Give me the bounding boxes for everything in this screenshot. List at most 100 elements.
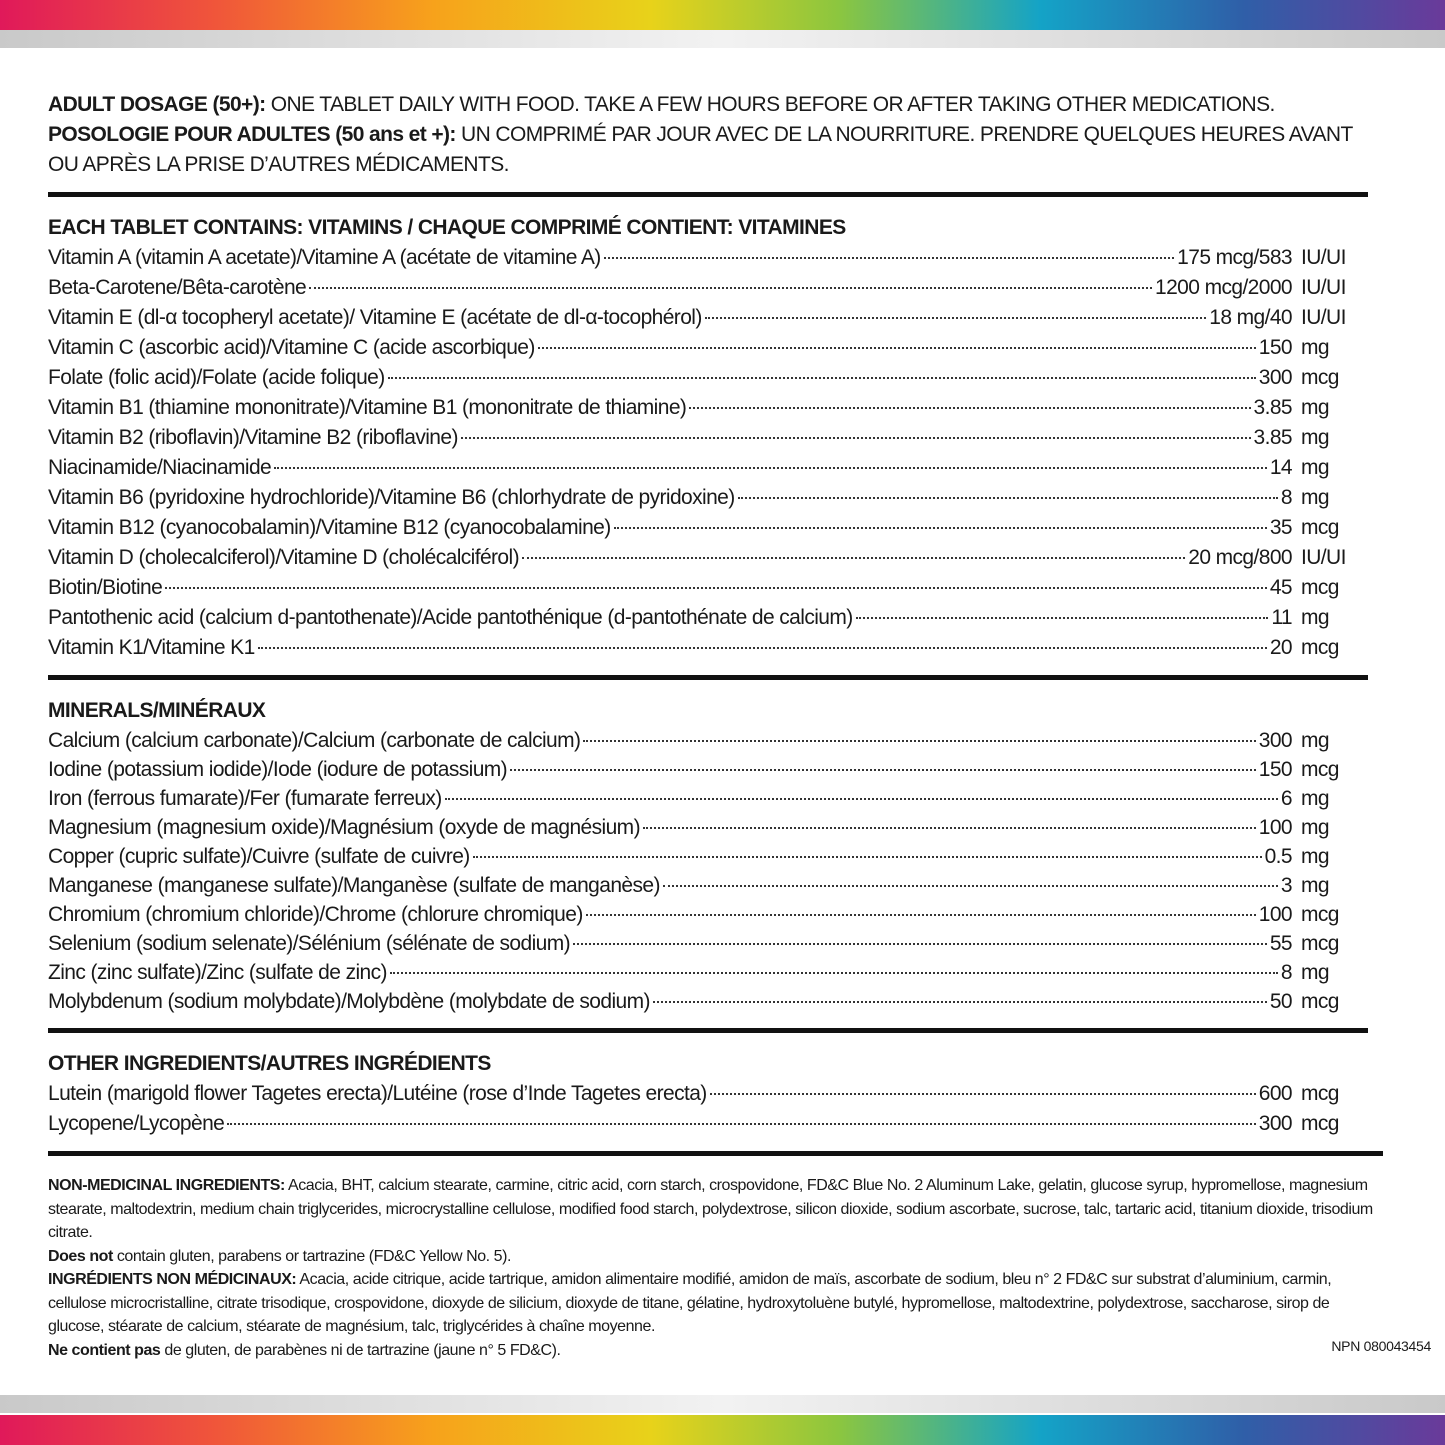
ingredient-unit: mcg: [1301, 1082, 1339, 1105]
npn: NPN 080043454: [1331, 1338, 1431, 1354]
dosage-label: POSOLOGIE POUR ADULTES (50 ans et +):: [48, 123, 456, 146]
ingredient-row: Vitamin E (dl-α tocopheryl acetate)/ Vit…: [48, 303, 1353, 333]
ingredient-name: Zinc (zinc sulfate)/Zinc (sulfate de zin…: [48, 961, 388, 984]
bottom-grey-band: [0, 1395, 1445, 1413]
paragraph-text: contain gluten, parabens or tartrazine (…: [112, 1247, 512, 1265]
ingredient-row: Vitamin B2 (riboflavin)/Vitamine B2 (rib…: [48, 423, 1353, 453]
ingredient-unit: mcg: [1301, 903, 1339, 926]
ingredient-amount: 300: [1258, 729, 1293, 752]
leader-dots: [460, 437, 1251, 439]
dosage-text: UN COMPRIMÉ PAR JOUR AVEC DE LA NOURRITU…: [48, 123, 1353, 176]
paragraph-lead: Does not: [48, 1247, 113, 1265]
ingredient-row: Zinc (zinc sulfate)/Zinc (sulfate de zin…: [48, 958, 1353, 987]
leader-dots: [652, 1001, 1267, 1003]
ingredient-name: Vitamin A (vitamin A acetate)/Vitamine A…: [48, 246, 601, 269]
ingredient-amount: 100: [1258, 816, 1293, 839]
ingredient-amount: 175 mcg/583: [1177, 246, 1292, 269]
leader-dots: [689, 407, 1251, 409]
leader-dots: [709, 1093, 1256, 1095]
ingredient-amount: 300: [1258, 1112, 1293, 1135]
non-medicinal-paragraph: Does not contain gluten, parabens or tar…: [48, 1245, 1383, 1269]
ingredient-unit: IU/UI: [1301, 276, 1346, 299]
ingredient-amount: 3: [1280, 874, 1293, 897]
ingredient-amount: 300: [1258, 366, 1293, 389]
ingredient-amount: 14: [1269, 456, 1293, 479]
ingredient-section: MINERALS/MINÉRAUX Calcium (calcium carbon…: [48, 675, 1368, 1028]
ingredient-unit: mcg: [1301, 758, 1339, 781]
ingredient-name: Vitamin B6 (pyridoxine hydrochloride)/Vi…: [48, 486, 735, 509]
ingredient-unit: mg: [1301, 787, 1330, 810]
ingredient-unit: mg: [1301, 426, 1330, 449]
ingredient-unit: IU/UI: [1301, 246, 1346, 269]
paragraph-text: Acacia, BHT, calcium stearate, carmine, …: [48, 1177, 1373, 1241]
ingredient-unit: mcg: [1301, 932, 1339, 955]
ingredient-row: Beta-Carotene/Bêta-carotène 1200 mcg/2000…: [48, 273, 1353, 303]
ingredient-amount: 20: [1269, 636, 1293, 659]
dosage: ADULT DOSAGE (50+): ONE TABLET DAILY WIT…: [48, 90, 1368, 180]
ingredient-name: Beta-Carotene/Bêta-carotène: [48, 276, 307, 299]
leader-dots: [662, 885, 1278, 887]
leader-dots: [510, 769, 1256, 771]
leader-dots: [257, 647, 1267, 649]
ingredient-amount: 55: [1269, 932, 1293, 955]
ingredient-name: Vitamin B12 (cyanocobalamin)/Vitamine B1…: [48, 516, 611, 539]
ingredient-row: Folate (folic acid)/Folate (acide foliqu…: [48, 363, 1353, 393]
ingredient-unit: mg: [1301, 816, 1330, 839]
paragraph-lead: NON-MEDICINAL INGREDIENTS:: [48, 1177, 285, 1194]
ingredient-row: Manganese (manganese sulfate)/Manganèse …: [48, 871, 1353, 900]
ingredient-row: Niacinamide/Niacinamide 14 mg: [48, 453, 1353, 483]
ingredient-amount: 150: [1258, 336, 1293, 359]
ingredient-row: Vitamin K1/Vitamine K1 20 mcg: [48, 633, 1353, 663]
ingredient-row: Selenium (sodium selenate)/Sélénium (sél…: [48, 929, 1353, 958]
ingredient-amount: 20 mcg/800: [1188, 546, 1292, 569]
ingredient-row: Vitamin A (vitamin A acetate)/Vitamine A…: [48, 243, 1353, 273]
ingredient-amount: 100: [1258, 903, 1293, 926]
ingredient-name: Vitamin B1 (thiamine mononitrate)/Vitami…: [48, 396, 687, 419]
ingredient-row: Calcium (calcium carbonate)/Calcium (car…: [48, 726, 1353, 755]
ingredient-name: Lutein (marigold flower Tagetes erecta)/…: [48, 1082, 707, 1105]
ingredient-name: Biotin/Biotine: [48, 576, 163, 599]
ingredient-row: Chromium (chromium chloride)/Chrome (chl…: [48, 900, 1353, 929]
ingredient-amount: 8: [1280, 961, 1293, 984]
ingredient-name: Copper (cupric sulfate)/Cuivre (sulfate …: [48, 845, 470, 868]
leader-dots: [472, 856, 1262, 858]
leader-dots: [613, 527, 1267, 529]
ingredient-name: Vitamin K1/Vitamine K1: [48, 636, 255, 659]
ingredient-row: Molybdenum (sodium molybdate)/Molybdène …: [48, 987, 1353, 1016]
ingredient-amount: 50: [1269, 990, 1293, 1013]
ingredient-row: Iodine (potassium iodide)/Iode (iodure d…: [48, 755, 1353, 784]
ingredient-amount: 150: [1258, 758, 1293, 781]
ingredient-amount: 45: [1269, 576, 1293, 599]
ingredient-name: Niacinamide/Niacinamide: [48, 456, 272, 479]
ingredient-unit: mg: [1301, 961, 1330, 984]
ingredient-row: Pantothenic acid (calcium d-pantothenate…: [48, 603, 1353, 633]
ingredient-name: Vitamin B2 (riboflavin)/Vitamine B2 (rib…: [48, 426, 458, 449]
ingredient-row: Lycopene/Lycopène 300 mcg: [48, 1109, 1353, 1139]
dosage-text: ONE TABLET DAILY WITH FOOD. TAKE A FEW H…: [265, 93, 1276, 116]
top-grey-band: [0, 30, 1445, 48]
ingredient-amount: 8: [1280, 486, 1293, 509]
ingredient-section: OTHER INGREDIENTS/AUTRES INGRÉDIENTS Lute…: [48, 1028, 1368, 1151]
ingredient-unit: mg: [1301, 845, 1330, 868]
ingredient-name: Molybdenum (sodium molybdate)/Molybdène …: [48, 990, 650, 1013]
leader-dots: [704, 317, 1207, 319]
ingredient-name: Iodine (potassium iodide)/Iode (iodure d…: [48, 758, 508, 781]
ingredient-row: Magnesium (magnesium oxide)/Magnésium (o…: [48, 813, 1353, 842]
ingredient-amount: 35: [1269, 516, 1293, 539]
ingredient-row: Vitamin D (cholecalciferol)/Vitamine D (…: [48, 543, 1353, 573]
ingredient-name: Vitamin C (ascorbic acid)/Vitamine C (ac…: [48, 336, 535, 359]
ingredient-row: Biotin/Biotine 45 mcg: [48, 573, 1353, 603]
leader-dots: [583, 740, 1256, 742]
ingredient-name: Manganese (manganese sulfate)/Manganèse …: [48, 874, 660, 897]
section-heading: OTHER INGREDIENTS/AUTRES INGRÉDIENTS: [48, 1052, 491, 1075]
ingredient-amount: 1200 mcg/2000: [1155, 276, 1293, 299]
ingredient-unit: mcg: [1301, 636, 1339, 659]
leader-dots: [585, 914, 1256, 916]
leader-dots: [521, 557, 1186, 559]
ingredient-row: Vitamin B6 (pyridoxine hydrochloride)/Vi…: [48, 483, 1353, 513]
ingredient-name: Folate (folic acid)/Folate (acide foliqu…: [48, 366, 385, 389]
non-medicinal-ingredients: NON-MEDICINAL INGREDIENTS: Acacia, BHT, …: [48, 1151, 1383, 1362]
ingredient-name: Iron (ferrous fumarate)/Fer (fumarate fe…: [48, 787, 442, 810]
leader-dots: [444, 798, 1278, 800]
